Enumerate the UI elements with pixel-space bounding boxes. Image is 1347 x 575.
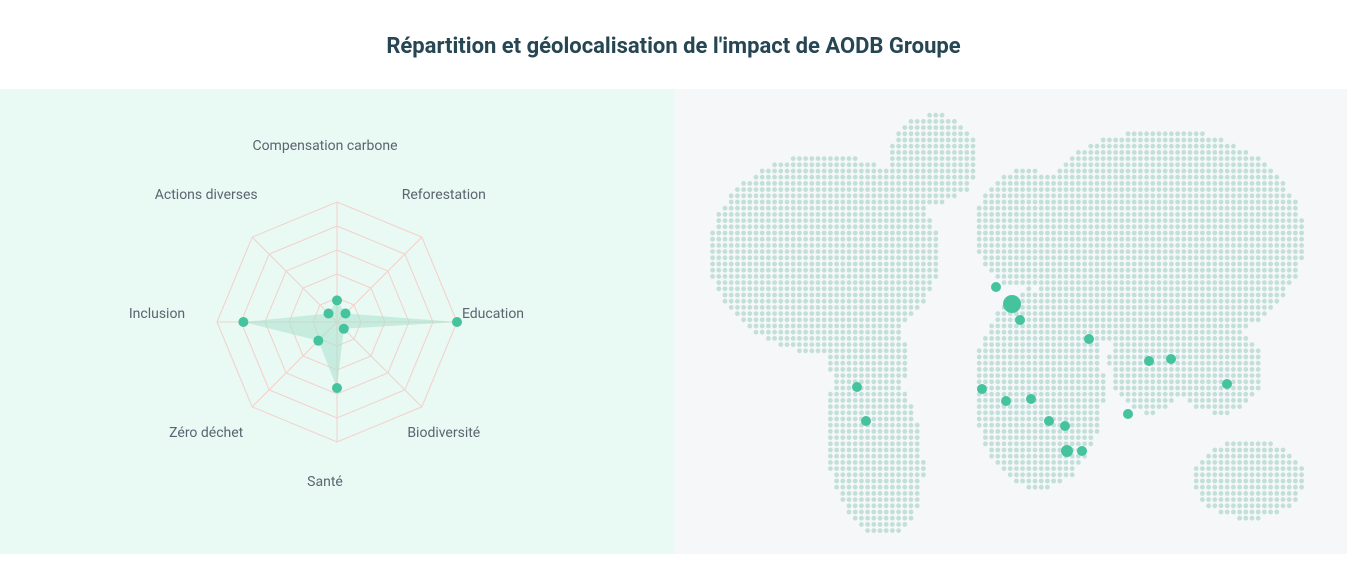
map-marker [1060,421,1070,431]
radar-axis-label: Zéro déchet [169,425,243,441]
radar-axis-label: Santé [307,474,343,490]
map-marker [991,282,1001,292]
radar-axis-label: Education [462,306,524,322]
map-marker [1222,379,1232,389]
radar-point [332,295,342,305]
radar-axis-label: Compensation carbone [252,138,397,154]
radar-point [332,383,342,393]
radar-chart: Compensation carbone Reforestation Educati… [0,89,674,554]
radar-axis-label: Reforestation [402,187,486,203]
map-marker [1003,295,1021,313]
map-marker [861,416,871,426]
map-marker [1044,416,1054,426]
map-marker [1123,409,1133,419]
map-marker [852,382,862,392]
radar-axis-label: Inclusion [129,306,185,322]
radar-point [238,317,248,327]
radar-panel: Compensation carbone Reforestation Educati… [0,89,674,554]
map-marker [1144,356,1154,366]
map-marker [1084,334,1094,344]
radar-point [340,308,350,318]
map-marker [1001,396,1011,406]
map-marker [1015,315,1025,325]
radar-point [313,335,323,345]
radar-axis-label: Actions diverses [155,187,258,203]
page-title: Répartition et géolocalisation de l'impa… [0,0,1347,89]
world-dot-map [674,89,1344,554]
map-marker [1166,354,1176,364]
radar-axis-label: Biodiversité [407,425,480,441]
radar-point [452,317,462,327]
radar-point [339,323,349,333]
map-marker [1061,445,1073,457]
map-dot-grid [710,113,1304,533]
map-panel [674,89,1347,554]
map-marker [1077,446,1087,456]
map-marker [977,384,987,394]
radar-point [323,308,333,318]
map-marker [1026,394,1036,404]
panels-row: Compensation carbone Reforestation Educati… [0,89,1347,554]
